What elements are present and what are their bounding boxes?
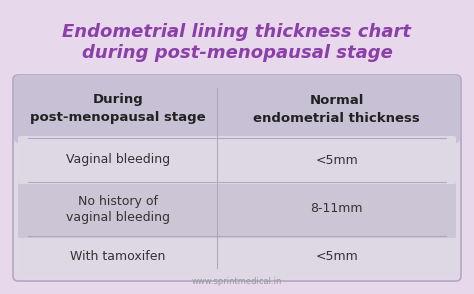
FancyBboxPatch shape: [14, 75, 460, 143]
Text: During
post-menopausal stage: During post-menopausal stage: [30, 93, 205, 124]
FancyBboxPatch shape: [18, 136, 456, 184]
FancyBboxPatch shape: [18, 234, 456, 278]
Text: <5mm: <5mm: [315, 250, 358, 263]
FancyBboxPatch shape: [18, 180, 456, 238]
Text: www.sprintmedical.in: www.sprintmedical.in: [192, 277, 282, 286]
FancyBboxPatch shape: [13, 75, 461, 281]
Text: Endometrial lining thickness chart: Endometrial lining thickness chart: [63, 23, 411, 41]
Text: No history of
vaginal bleeding: No history of vaginal bleeding: [65, 195, 170, 223]
Text: Normal
endometrial thickness: Normal endometrial thickness: [253, 93, 420, 124]
Text: during post-menopausal stage: during post-menopausal stage: [82, 44, 392, 62]
Text: Vaginal bleeding: Vaginal bleeding: [65, 153, 170, 166]
Text: With tamoxifen: With tamoxifen: [70, 250, 165, 263]
Text: 8-11mm: 8-11mm: [310, 203, 363, 216]
Text: <5mm: <5mm: [315, 153, 358, 166]
